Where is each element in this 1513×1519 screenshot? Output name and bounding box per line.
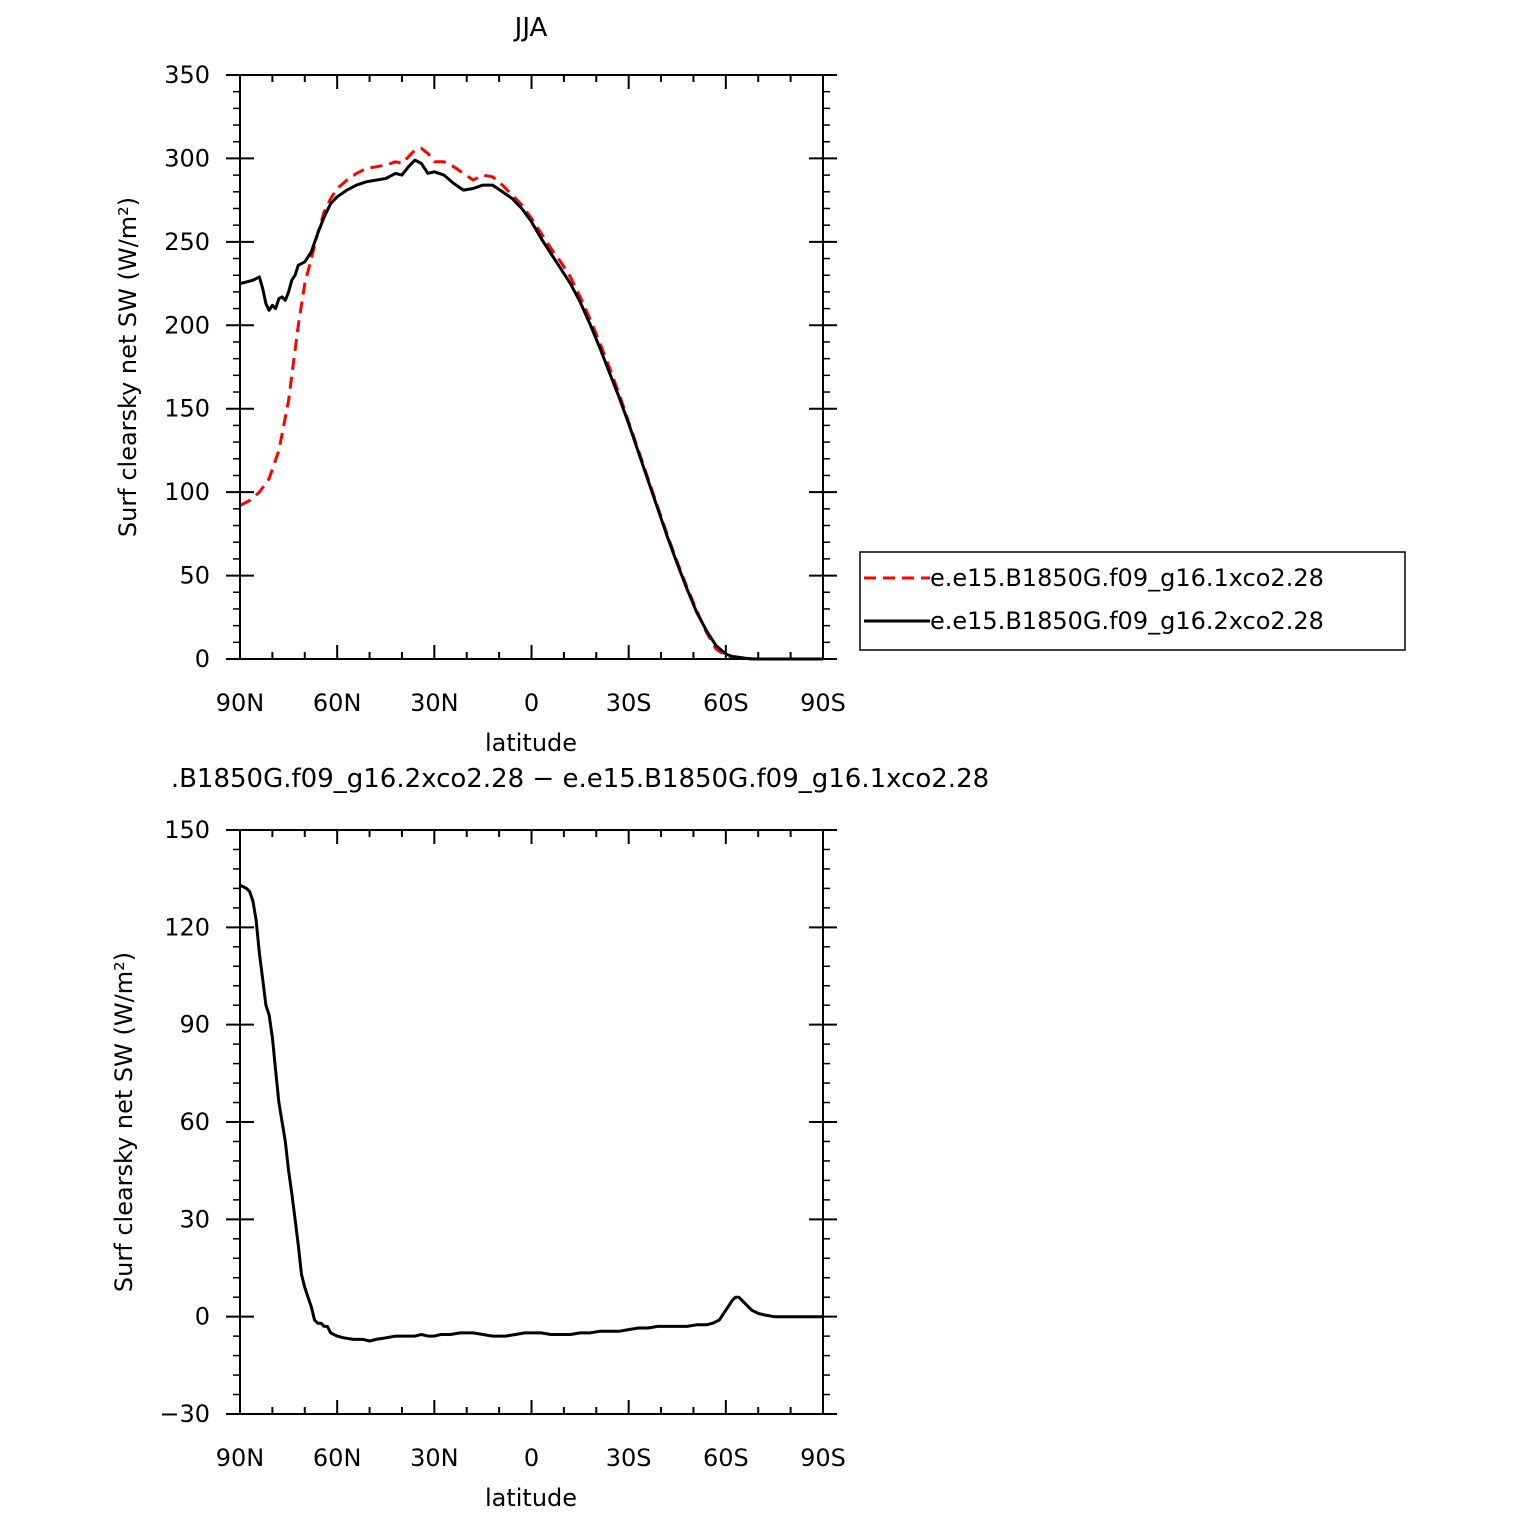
top-ytick-label: 300	[164, 144, 210, 172]
bottom-xtick-label: 60S	[703, 1444, 749, 1472]
bottom-xtick-label: 0	[524, 1444, 539, 1472]
top-xtick-label: 60N	[313, 689, 362, 717]
top-ytick-label: 100	[164, 478, 210, 506]
bottom-panel-xlabel: latitude	[485, 1484, 577, 1512]
top-panel-frame	[239, 74, 824, 660]
top-xtick-label: 30S	[606, 689, 652, 717]
top-xtick-label: 60S	[703, 689, 749, 717]
top-xtick-label: 0	[524, 689, 539, 717]
bottom-ytick-label: 120	[164, 913, 210, 941]
bottom-panel: .B1850G.f09_g16.2xco2.28 − e.e15.B1850G.…	[110, 764, 989, 1512]
bottom-ytick-label: 90	[179, 1011, 210, 1039]
top-panel-ticks: 90N 60N 30N 0 30S 60S 90S 0 50 100 150 200 250 300 350	[164, 61, 846, 717]
bottom-ytick-label: 30	[179, 1205, 210, 1233]
top-panel-lines	[239, 146, 823, 661]
top-panel-xlabel: latitude	[485, 729, 577, 757]
top-ytick-label: 250	[164, 228, 210, 256]
bottom-ytick-label: 60	[179, 1108, 210, 1136]
legend-box	[859, 551, 1406, 651]
legend: e.e15.B1850G.f09_g16.1xco2.28 e.e15.B185…	[859, 551, 1406, 651]
top-panel: JJA 90N 60N 30N 0 30S 60S 90S 0 50 100 150 200 250 30…	[114, 13, 846, 757]
top-ytick-label: 200	[164, 311, 210, 339]
bottom-xtick-label: 30N	[410, 1444, 459, 1472]
bottom-ytick-label: −30	[159, 1400, 210, 1428]
top-xtick-label: 90N	[216, 689, 265, 717]
top-series-line-dashed	[239, 146, 823, 661]
bottom-panel-frame	[239, 829, 824, 1415]
bottom-panel-title: .B1850G.f09_g16.2xco2.28 − e.e15.B1850G.…	[171, 764, 989, 794]
legend-label-2xco2: e.e15.B1850G.f09_g16.2xco2.28	[930, 607, 1324, 635]
bottom-panel-ylabel: Surf clearsky net SW (W/m²)	[110, 952, 138, 1292]
bottom-xtick-label: 60N	[313, 1444, 362, 1472]
top-series-line-solid	[239, 158, 823, 661]
bottom-panel-ticks: 90N 60N 30N 0 30S 60S 90S −30 0 30 60 90 120 150	[159, 816, 846, 1472]
top-panel-title: JJA	[513, 13, 548, 43]
top-xtick-label: 90S	[800, 689, 846, 717]
top-xtick-label: 30N	[410, 689, 459, 717]
top-ytick-label: 350	[164, 61, 210, 89]
top-ytick-label: 150	[164, 395, 210, 423]
bottom-ytick-label: 150	[164, 816, 210, 844]
top-ytick-label: 0	[195, 645, 210, 673]
bottom-xtick-label: 90N	[216, 1444, 265, 1472]
bottom-series-line-solid	[239, 883, 823, 1343]
bottom-panel-lines	[239, 883, 823, 1343]
bottom-xtick-label: 30S	[606, 1444, 652, 1472]
bottom-xtick-label: 90S	[800, 1444, 846, 1472]
bottom-ytick-label: 0	[195, 1303, 210, 1331]
legend-label-1xco2: e.e15.B1850G.f09_g16.1xco2.28	[930, 564, 1324, 592]
top-ytick-label: 50	[179, 562, 210, 590]
top-panel-ylabel: Surf clearsky net SW (W/m²)	[114, 197, 142, 537]
